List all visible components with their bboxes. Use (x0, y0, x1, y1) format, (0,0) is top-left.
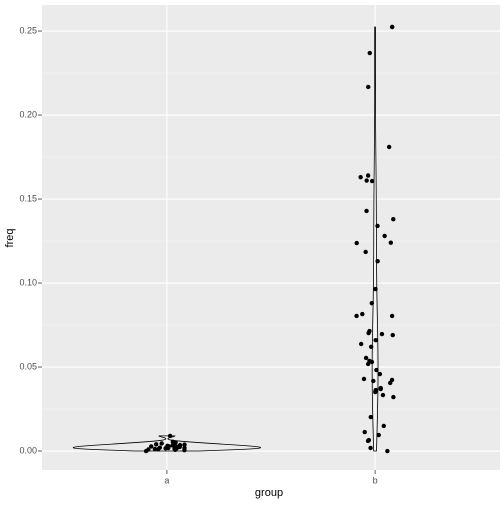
point (382, 233, 387, 239)
point (377, 371, 383, 377)
point (170, 439, 176, 444)
point (152, 446, 158, 452)
point (381, 423, 386, 429)
point (157, 445, 163, 450)
point (165, 443, 170, 449)
y-axis-label: freq (4, 229, 16, 248)
point (386, 144, 392, 150)
y-tick-label: 0.25 (19, 25, 37, 35)
point (376, 432, 381, 438)
point (366, 84, 371, 90)
point (378, 386, 383, 392)
point (389, 24, 395, 30)
violin (371, 26, 379, 452)
point (365, 173, 371, 178)
point (365, 438, 371, 444)
point (358, 174, 363, 180)
point (375, 223, 380, 229)
point (368, 344, 374, 350)
y-tick-label: 0.00 (19, 445, 37, 455)
point (172, 446, 177, 452)
violin (72, 435, 262, 452)
point (363, 355, 369, 361)
point (379, 331, 385, 337)
point (360, 311, 365, 317)
point (373, 389, 378, 395)
y-tick-label: 0.05 (19, 361, 37, 371)
point (177, 444, 182, 450)
x-tick-label: a (164, 475, 169, 485)
point (388, 240, 394, 245)
x-axis-label: group (255, 487, 283, 499)
point (375, 258, 380, 264)
point (389, 313, 395, 319)
x-tick-label: b (373, 475, 378, 485)
point (149, 444, 154, 449)
point (159, 441, 164, 446)
panel (42, 5, 500, 470)
point (368, 414, 373, 420)
point (369, 359, 375, 365)
point (388, 380, 393, 386)
point (358, 341, 364, 347)
point (373, 337, 378, 343)
point (146, 447, 151, 452)
point (369, 178, 375, 184)
point (354, 313, 359, 319)
point (354, 240, 359, 246)
point (182, 442, 187, 447)
point (182, 445, 187, 451)
point (362, 429, 367, 435)
point (366, 330, 371, 336)
point (365, 361, 371, 367)
point (391, 394, 396, 400)
point (153, 442, 159, 447)
point (373, 286, 378, 292)
point (364, 208, 369, 214)
y-tick-label: 0.10 (19, 277, 37, 287)
point (167, 433, 173, 439)
point (361, 376, 367, 382)
point (367, 50, 372, 56)
point (371, 378, 376, 384)
point (364, 178, 369, 183)
point (374, 367, 379, 373)
point (380, 392, 386, 398)
point (368, 445, 373, 451)
point (369, 300, 375, 306)
y-tick-label: 0.15 (19, 193, 37, 203)
point (391, 216, 396, 222)
y-tick-label: 0.20 (19, 109, 37, 119)
point (390, 332, 395, 338)
point (385, 448, 390, 454)
point (363, 249, 368, 255)
